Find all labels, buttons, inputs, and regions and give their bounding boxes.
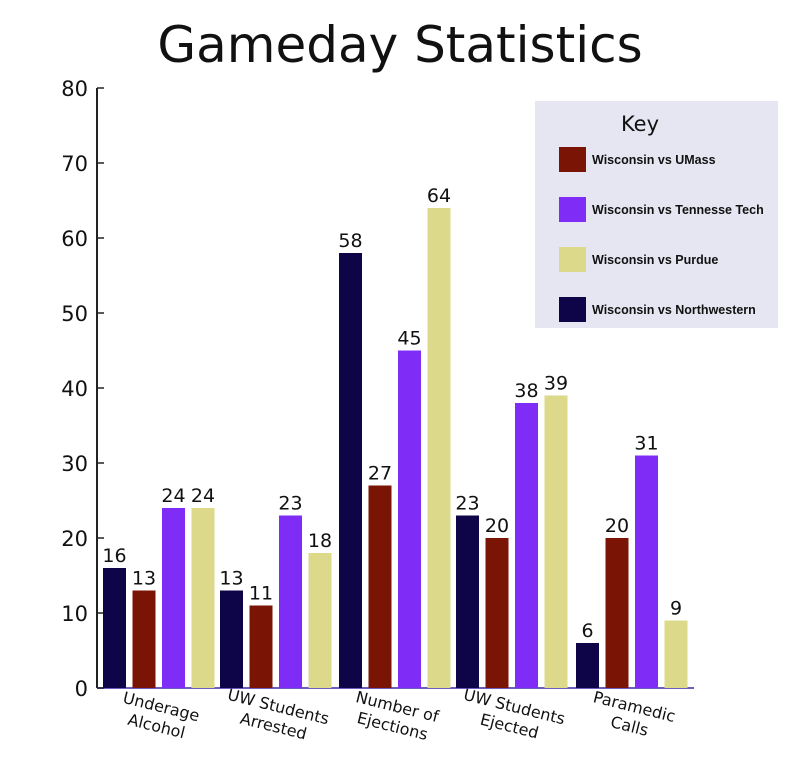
data-label: 64 <box>427 185 451 207</box>
bar <box>515 403 538 688</box>
bar <box>427 208 451 688</box>
y-tick-label: 80 <box>61 77 88 101</box>
bar <box>339 253 362 688</box>
data-label: 24 <box>161 485 185 507</box>
legend-swatch <box>559 197 586 222</box>
bar <box>103 568 126 688</box>
bar <box>544 395 568 688</box>
y-tick-label: 40 <box>61 377 88 401</box>
legend-label: Wisconsin vs Purdue <box>592 253 718 267</box>
bar <box>368 485 392 688</box>
y-tick-label: 30 <box>61 452 88 476</box>
data-label: 13 <box>219 568 243 590</box>
data-label: 31 <box>634 433 658 455</box>
y-tick-label: 0 <box>75 677 88 701</box>
data-label: 11 <box>249 583 273 605</box>
legend-label: Wisconsin vs Northwestern <box>592 303 756 317</box>
bars: 16 13 24 24 13 11 23 18 58 27 45 64 23 20 38 39 6 20 31 9 <box>102 185 688 688</box>
legend-title: Key <box>621 112 659 136</box>
data-label: 27 <box>368 463 392 485</box>
bar <box>220 590 243 688</box>
bar <box>249 605 273 688</box>
chart-title: Gameday Statistics <box>157 16 642 74</box>
y-tick-label: 20 <box>61 527 88 551</box>
bar <box>308 553 332 688</box>
data-label: 38 <box>514 380 538 402</box>
data-label: 9 <box>670 598 682 620</box>
data-label: 39 <box>544 373 568 395</box>
bar <box>162 508 185 688</box>
bar <box>132 590 156 688</box>
data-label: 45 <box>397 328 421 350</box>
bar <box>605 538 629 688</box>
data-label: 23 <box>278 493 302 515</box>
data-label: 16 <box>102 545 126 567</box>
data-label: 20 <box>605 515 629 537</box>
legend-swatch <box>559 297 586 322</box>
y-tick-label: 60 <box>61 227 88 251</box>
bar <box>485 538 509 688</box>
data-label: 6 <box>581 620 593 642</box>
data-label: 58 <box>338 230 362 252</box>
data-label: 20 <box>485 515 509 537</box>
y-tick-label: 10 <box>61 602 88 626</box>
y-tick-label: 70 <box>61 152 88 176</box>
data-label: 18 <box>308 530 332 552</box>
legend: Key Wisconsin vs UMass Wisconsin vs Tenne… <box>535 101 778 328</box>
bar <box>576 643 599 688</box>
legend-label: Wisconsin vs UMass <box>592 153 716 167</box>
data-label: 13 <box>132 568 156 590</box>
bar <box>191 508 215 688</box>
bar <box>664 620 688 688</box>
bar <box>456 515 479 688</box>
legend-label: Wisconsin vs Tennesse Tech <box>592 203 764 217</box>
legend-swatch <box>559 147 586 172</box>
bar <box>635 455 658 688</box>
y-tick-label: 50 <box>61 302 88 326</box>
data-label: 23 <box>455 493 479 515</box>
legend-swatch <box>559 247 586 272</box>
bar <box>398 350 421 688</box>
bar <box>279 515 302 688</box>
data-label: 24 <box>191 485 215 507</box>
